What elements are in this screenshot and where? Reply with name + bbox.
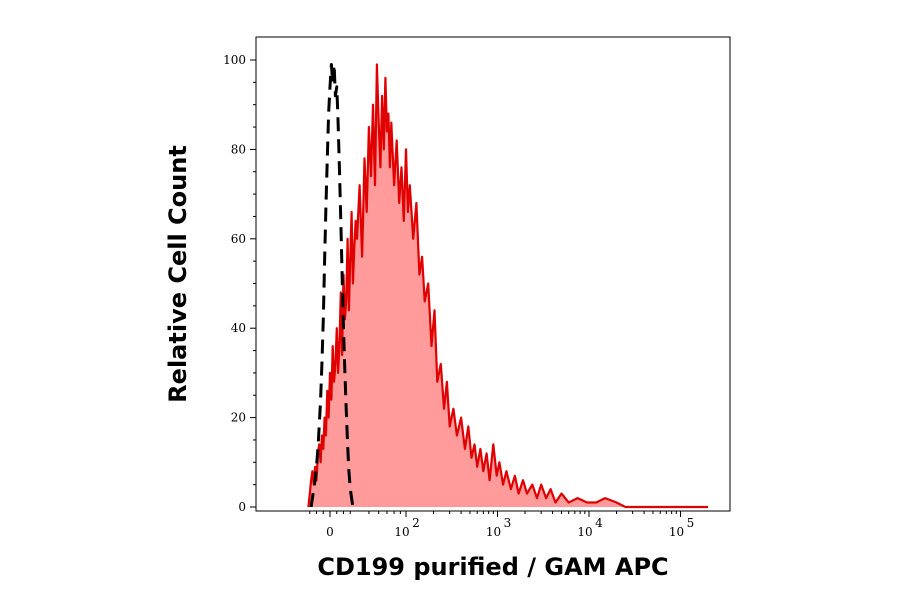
- x-tick-label: 0: [326, 525, 334, 539]
- series-layer: [307, 63, 708, 509]
- y-tick-label: 40: [231, 321, 246, 335]
- x-tick-label-exponent: 2: [412, 516, 420, 530]
- y-tick-label: 80: [231, 142, 246, 156]
- series-line-1: [309, 63, 357, 509]
- x-tick-label-exponent: 5: [687, 516, 695, 530]
- y-tick-label: 100: [223, 53, 246, 67]
- y-axis-title: Relative Cell Count: [164, 145, 192, 403]
- x-tick-label: 10: [394, 525, 409, 539]
- x-tick-label: 10: [669, 525, 684, 539]
- y-tick-label: 60: [231, 232, 246, 246]
- y-axis: 0 20 40 60 80 100: [223, 53, 256, 514]
- series-fill-0: [308, 64, 708, 507]
- x-tick-label: 10: [486, 525, 501, 539]
- x-tick-label-exponent: 4: [595, 516, 603, 530]
- series-line-0: [307, 63, 708, 509]
- x-tick-label: 10: [577, 525, 592, 539]
- x-tick-label-exponent: 3: [504, 516, 512, 530]
- y-tick-label: 0: [238, 500, 246, 514]
- y-tick-label: 20: [231, 411, 246, 425]
- x-axis-title: CD199 purified / GAM APC: [317, 553, 668, 581]
